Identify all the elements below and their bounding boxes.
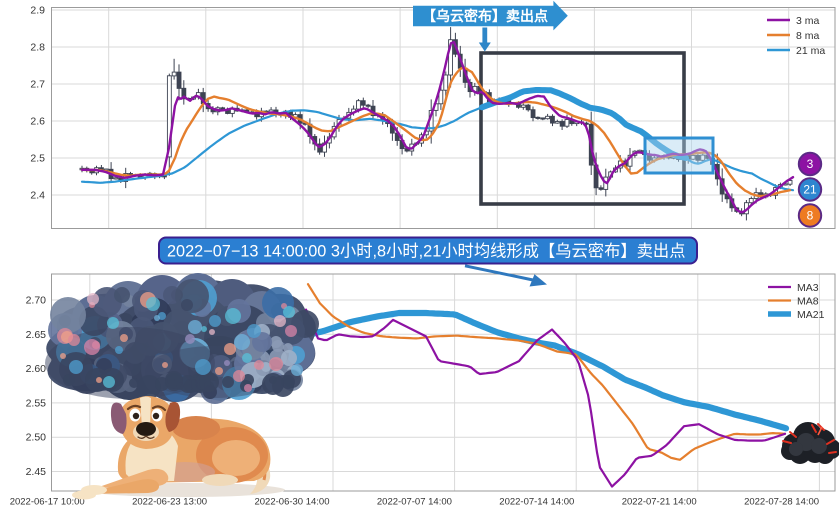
svg-text:2.45: 2.45 xyxy=(26,466,47,478)
svg-text:2.60: 2.60 xyxy=(26,363,47,375)
svg-text:21: 21 xyxy=(803,183,817,197)
svg-text:2022−07−13 14:00:00 3小时,8小时,21: 2022−07−13 14:00:00 3小时,8小时,21小时均线形成【乌云密… xyxy=(167,243,686,261)
svg-text:2.6: 2.6 xyxy=(30,116,45,128)
svg-text:MA8: MA8 xyxy=(797,295,819,307)
svg-text:2.70: 2.70 xyxy=(26,295,47,307)
svg-text:2022-06-23 13:00: 2022-06-23 13:00 xyxy=(132,497,207,508)
svg-text:2022-07-14 14:00: 2022-07-14 14:00 xyxy=(499,497,574,508)
svg-text:8: 8 xyxy=(807,209,814,223)
svg-text:2.4: 2.4 xyxy=(30,190,45,202)
svg-text:2022-07-21 14:00: 2022-07-21 14:00 xyxy=(622,497,697,508)
svg-text:8 ma: 8 ma xyxy=(796,30,820,42)
svg-text:2022-07-07 14:00: 2022-07-07 14:00 xyxy=(377,497,452,508)
svg-text:3 ma: 3 ma xyxy=(796,15,820,27)
svg-text:2.8: 2.8 xyxy=(30,42,45,54)
svg-text:MA21: MA21 xyxy=(797,309,825,321)
svg-text:MA3: MA3 xyxy=(797,282,819,294)
svg-text:3: 3 xyxy=(807,157,814,171)
svg-text:21 ma: 21 ma xyxy=(796,45,825,57)
svg-text:2.50: 2.50 xyxy=(26,432,47,444)
svg-text:2.65: 2.65 xyxy=(26,329,47,341)
svg-text:【乌云密布】卖出点: 【乌云密布】卖出点 xyxy=(422,8,548,24)
svg-text:2022-06-30 14:00: 2022-06-30 14:00 xyxy=(254,497,329,508)
svg-text:2.7: 2.7 xyxy=(30,79,45,91)
svg-text:2.5: 2.5 xyxy=(30,153,45,165)
svg-text:2.55: 2.55 xyxy=(26,397,47,409)
svg-text:2022-07-28 14:00: 2022-07-28 14:00 xyxy=(744,497,819,508)
svg-text:2.9: 2.9 xyxy=(30,5,45,17)
svg-text:2022-06-17 10:00: 2022-06-17 10:00 xyxy=(10,497,85,508)
